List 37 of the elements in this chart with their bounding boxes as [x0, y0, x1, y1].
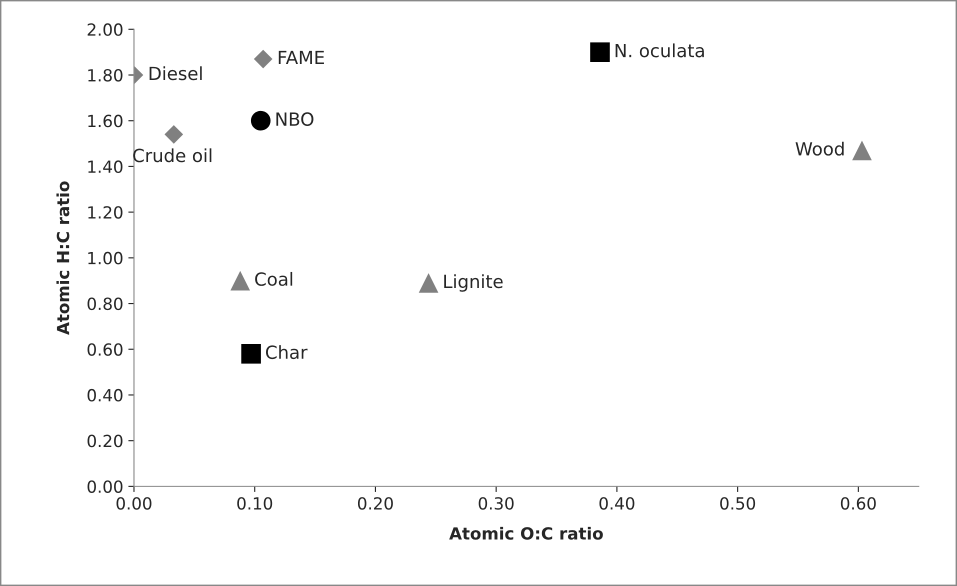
y-tick-label: 1.40	[88, 160, 122, 173]
y-tick-label: 1.00	[88, 252, 122, 264]
annotation: FAME	[278, 50, 324, 64]
annotation: Wood	[796, 142, 844, 156]
annotation: Crude oil	[133, 148, 212, 162]
annotation: Lignite	[444, 274, 503, 292]
y-tick-label: 2.00	[88, 23, 122, 36]
annotation: NBO	[276, 112, 314, 126]
x-tick-label: 0.50	[720, 497, 756, 510]
point	[590, 42, 610, 62]
annotation: N. oculata	[616, 43, 704, 58]
x-tick-label: 0.60	[840, 497, 876, 510]
y-tick-label: 1.60	[88, 114, 122, 128]
x-tick-label: 0.00	[116, 497, 152, 510]
x-tick-label: 0.30	[478, 497, 514, 510]
y-tick-label: 1.80	[88, 68, 122, 82]
y-axis-title: Atomic H:C ratio	[56, 181, 70, 335]
y-tick-label: 0.00	[88, 480, 122, 493]
y-tick-label: 0.60	[88, 343, 122, 356]
x-tick-label: 0.40	[599, 497, 634, 510]
annotation: Coal	[255, 272, 292, 286]
point	[852, 140, 872, 160]
point	[254, 50, 272, 68]
point	[230, 270, 250, 291]
point	[241, 344, 261, 364]
point	[250, 110, 271, 131]
point	[164, 125, 184, 144]
y-tick-label: 0.40	[88, 388, 122, 402]
annotation: Char	[266, 345, 308, 360]
y-tick-label: 0.20	[88, 434, 122, 448]
x-tick-label: 0.10	[237, 497, 272, 510]
annotation: Diesel	[150, 66, 202, 80]
y-tick-label: 1.20	[88, 206, 122, 219]
y-tick-label: 0.80	[88, 298, 122, 310]
x-axis-title: Atomic O:C ratio	[449, 526, 603, 540]
point	[418, 273, 438, 293]
x-tick-label: 0.20	[358, 497, 393, 510]
